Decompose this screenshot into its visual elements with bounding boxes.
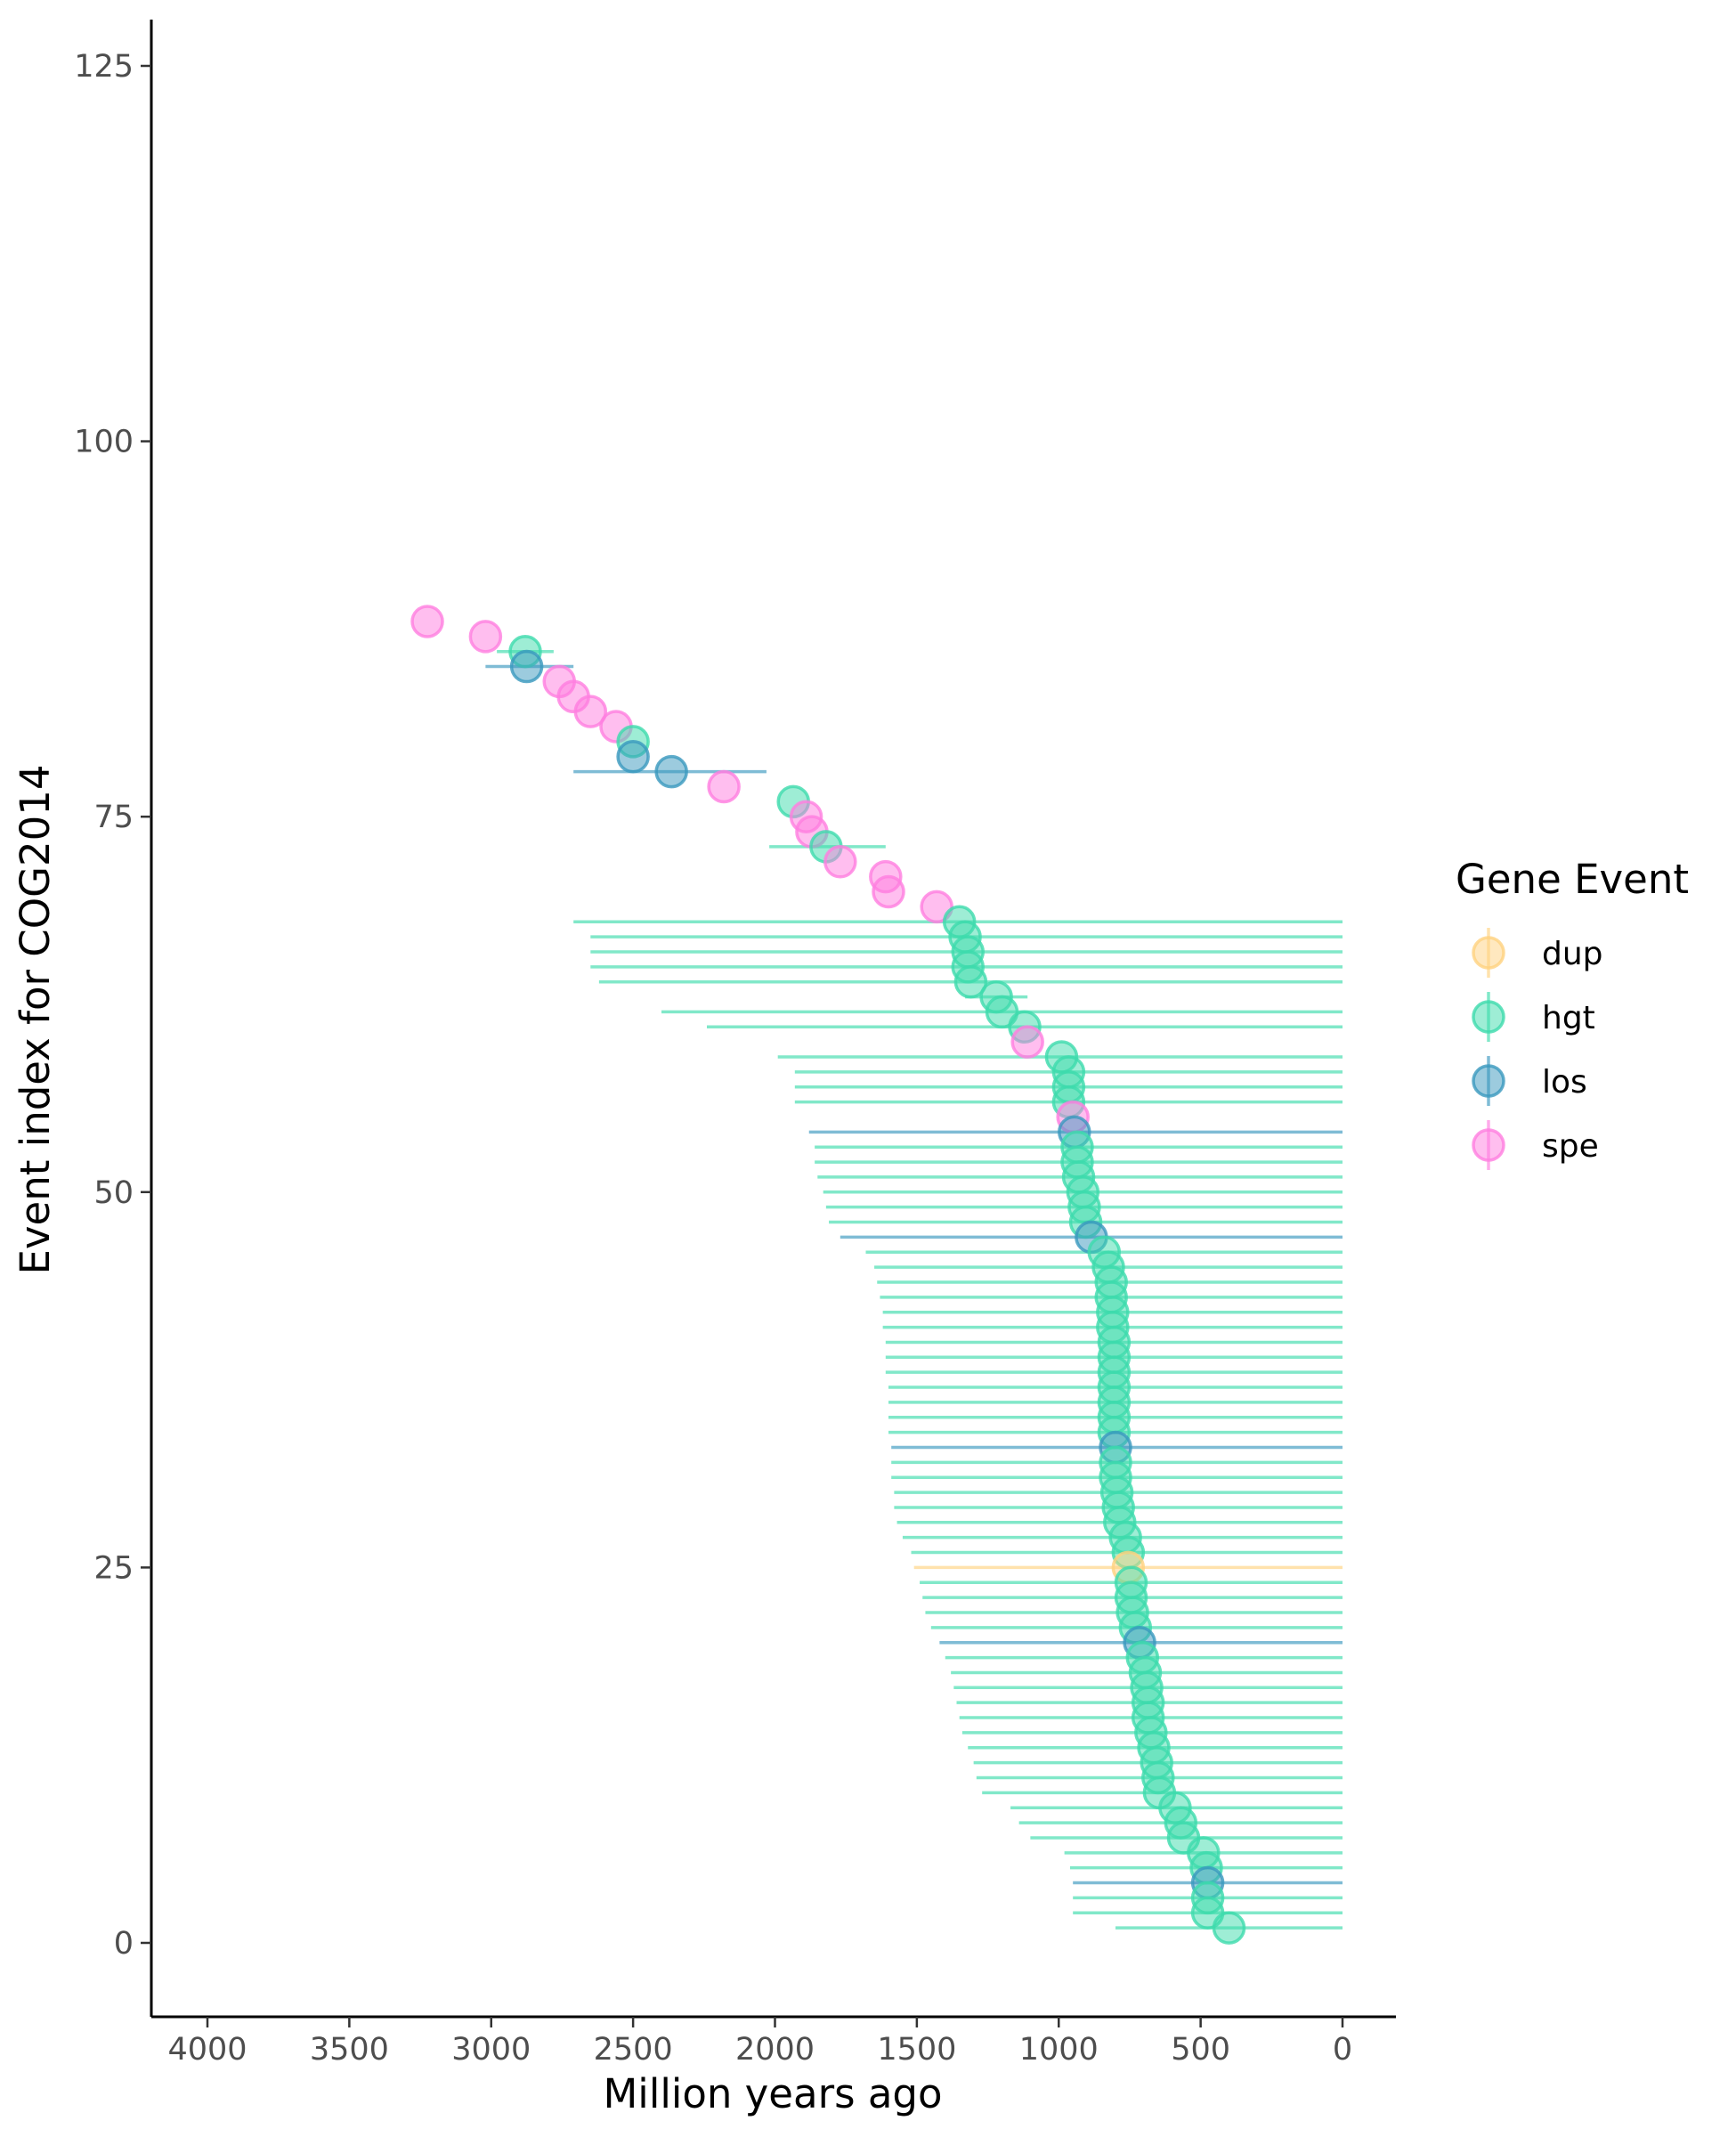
y-axis-ticks: 0 25 50 75 100 125	[74, 49, 151, 1962]
legend-label-spe: spe	[1542, 1128, 1599, 1165]
x-axis-ticks: 4000 3500 3000 2500 2000 1500 1000 500 0	[167, 2017, 1352, 2068]
errorbars-layer	[485, 649, 1343, 1930]
x-tick-label: 4000	[167, 2032, 247, 2068]
x-tick-label: 500	[1171, 2032, 1230, 2068]
legend-label-los: los	[1542, 1064, 1587, 1101]
point-los	[654, 754, 688, 789]
point-los	[616, 739, 650, 774]
x-tick-label: 3000	[451, 2032, 531, 2068]
y-tick-label: 50	[93, 1175, 134, 1211]
y-tick-label: 0	[114, 1926, 134, 1962]
x-axis-title: Million years ago	[603, 2070, 942, 2117]
point-spe	[468, 620, 503, 654]
x-tick-label: 0	[1333, 2032, 1352, 2068]
y-tick-label: 75	[93, 800, 134, 835]
point-hgt	[1212, 1911, 1246, 1945]
legend-key-dup	[1472, 936, 1505, 970]
y-axis-title: Event index for COG2014	[12, 764, 59, 1274]
point-spe	[823, 845, 857, 879]
y-tick-label: 125	[74, 49, 134, 85]
point-spe	[707, 769, 741, 804]
legend-label-dup: dup	[1542, 936, 1603, 972]
axes-layer: 4000 3500 3000 2500 2000 1500 1000 500 0 0 25 50 75…	[74, 20, 1396, 2068]
y-tick-label: 25	[93, 1550, 134, 1586]
legend-key-spe	[1472, 1128, 1505, 1162]
point-spe	[872, 874, 905, 909]
x-tick-label: 1500	[877, 2032, 956, 2068]
x-tick-label: 1000	[1019, 2032, 1099, 2068]
point-los	[509, 649, 544, 684]
point-spe	[410, 605, 444, 638]
legend-key-hgt	[1472, 1000, 1505, 1034]
x-tick-label: 2000	[735, 2032, 815, 2068]
point-spe	[1010, 1025, 1044, 1059]
point-spe	[920, 890, 953, 924]
legend-entries: dup hgt los spe	[1472, 928, 1603, 1170]
y-tick-label: 100	[74, 425, 134, 460]
point-spe	[573, 695, 608, 728]
x-tick-label: 2500	[594, 2032, 673, 2068]
points-layer	[410, 605, 1246, 1945]
legend-title: Gene Event	[1456, 856, 1689, 903]
x-tick-label: 3500	[310, 2032, 389, 2068]
legend-key-los	[1472, 1064, 1505, 1098]
point-hgt	[953, 964, 988, 999]
legend-label-hgt: hgt	[1542, 1000, 1595, 1036]
point-hgt	[985, 995, 1019, 1029]
legend: Gene Event dup hgt los spe	[1456, 856, 1689, 1170]
